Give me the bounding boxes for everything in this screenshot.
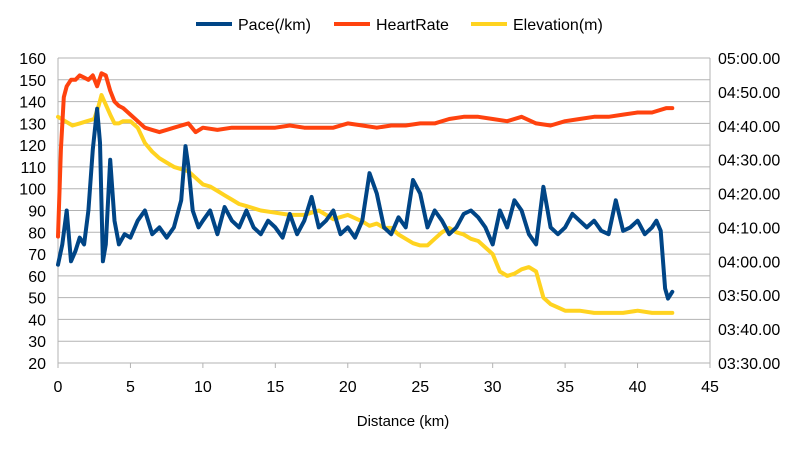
left-tick-label: 140	[19, 95, 46, 112]
x-tick-label: 40	[629, 379, 647, 396]
right-tick-label: 04:10.00	[718, 220, 780, 237]
left-tick-label: 50	[28, 291, 46, 308]
right-tick-label: 04:50.00	[718, 85, 780, 102]
left-tick-label: 100	[19, 182, 46, 199]
right-tick-label: 04:00.00	[718, 254, 780, 271]
x-axis-ticks: 0 5 10 15 20 25 30 35 40 45	[54, 363, 719, 396]
x-tick-label: 20	[339, 379, 357, 396]
x-tick-label: 35	[556, 379, 574, 396]
left-tick-label: 30	[28, 334, 46, 351]
left-tick-label: 160	[19, 51, 46, 68]
left-tick-label: 80	[28, 225, 46, 242]
legend: Pace(/km) HeartRate Elevation(m)	[196, 17, 603, 34]
legend-entry-elevation[interactable]: Elevation(m)	[471, 17, 603, 34]
x-tick-label: 10	[194, 379, 212, 396]
left-tick-label: 120	[19, 138, 46, 155]
legend-label-heartrate: HeartRate	[376, 17, 449, 34]
series-line-elevation	[56, 93, 675, 315]
legend-entry-pace[interactable]: Pace(/km)	[196, 17, 311, 34]
right-axis-ticks: 03:30.00 03:40.00 03:50.00 04:00.00 04:10.00…	[718, 51, 780, 373]
right-tick-label: 04:40.00	[718, 119, 780, 136]
legend-label-elevation: Elevation(m)	[513, 17, 603, 34]
left-tick-label: 130	[19, 116, 46, 133]
right-tick-label: 03:50.00	[718, 288, 780, 305]
right-tick-label: 03:30.00	[718, 356, 780, 373]
series-line-heartrate	[56, 71, 675, 239]
left-tick-label: 20	[28, 356, 46, 373]
left-tick-label: 90	[28, 204, 46, 221]
left-tick-label: 40	[28, 312, 46, 329]
x-tick-label: 5	[126, 379, 135, 396]
x-tick-label: 25	[411, 379, 429, 396]
x-tick-label: 45	[701, 379, 719, 396]
x-tick-label: 30	[484, 379, 502, 396]
right-tick-label: 05:00.00	[718, 51, 780, 68]
x-tick-label: 15	[266, 379, 284, 396]
series-layer	[56, 71, 675, 315]
legend-label-pace: Pace(/km)	[238, 17, 311, 34]
x-axis-label: Distance (km)	[357, 413, 450, 430]
x-tick-label: 0	[54, 379, 63, 396]
left-tick-label: 70	[28, 247, 46, 264]
right-tick-label: 03:40.00	[718, 322, 780, 339]
series-line-pace	[56, 106, 675, 301]
left-tick-label: 150	[19, 73, 46, 90]
left-axis-ticks: 20 30 40 50 60 70 80 90 100 110 120 130 140 150 160	[19, 51, 46, 373]
legend-entry-heartrate[interactable]: HeartRate	[334, 17, 449, 34]
right-tick-label: 04:20.00	[718, 187, 780, 204]
right-tick-label: 04:30.00	[718, 153, 780, 170]
left-tick-label: 110	[20, 160, 46, 177]
left-tick-label: 60	[28, 269, 46, 286]
